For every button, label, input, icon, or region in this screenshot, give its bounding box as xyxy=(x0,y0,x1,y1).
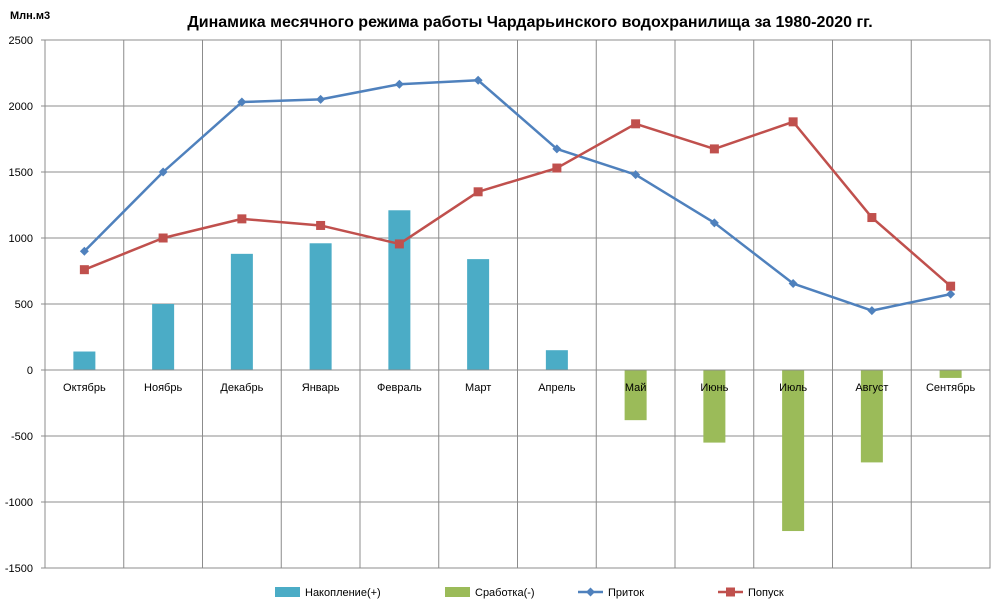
data-point xyxy=(394,239,404,249)
bar xyxy=(860,370,883,463)
data-point xyxy=(237,97,247,107)
bar xyxy=(152,304,175,370)
legend-swatch xyxy=(275,587,300,597)
y-tick-label: 2000 xyxy=(9,101,33,113)
category-label: Август xyxy=(855,382,888,394)
legend-label: Попуск xyxy=(748,587,784,599)
data-point xyxy=(316,94,326,104)
category-label: Март xyxy=(465,382,491,394)
plot-area: 2500 2000 1500 1000 500 0 -500 -1000 -1500 Октябр… xyxy=(5,35,991,575)
y-tick-label: 0 xyxy=(27,365,33,377)
y-tick-label: -1000 xyxy=(5,497,33,509)
data-point xyxy=(709,144,719,154)
y-tick-label: -500 xyxy=(11,431,33,443)
data-point xyxy=(79,265,89,275)
data-point xyxy=(631,119,641,129)
data-point xyxy=(726,587,735,597)
data-point xyxy=(867,306,877,316)
bar xyxy=(624,370,647,421)
data-point xyxy=(158,233,168,243)
data-point xyxy=(867,213,877,223)
data-point xyxy=(316,220,326,230)
data-point xyxy=(79,246,89,256)
legend-swatch xyxy=(445,587,470,597)
bar xyxy=(73,351,96,370)
category-label: Февраль xyxy=(377,382,422,394)
category-label: Сентябрь xyxy=(926,382,976,394)
bar xyxy=(545,350,568,370)
data-point xyxy=(946,281,956,291)
bar xyxy=(230,253,253,370)
series-line xyxy=(83,79,951,312)
category-label: Май xyxy=(625,382,647,394)
category-label: Октябрь xyxy=(63,382,106,394)
data-point xyxy=(788,117,798,127)
bar xyxy=(388,210,411,370)
bar xyxy=(939,370,962,378)
y-tick-label: 500 xyxy=(15,299,33,311)
bar xyxy=(467,259,490,370)
data-point xyxy=(946,289,956,299)
bar xyxy=(782,370,805,532)
data-point xyxy=(552,163,562,173)
legend: Накопление(+) Сработка(-) Приток Попуск xyxy=(275,587,784,599)
chart-title: Динамика месячного режима работы Чардарь… xyxy=(187,14,872,31)
y-tick-label: 1500 xyxy=(9,167,33,179)
y-tick-label: 1000 xyxy=(9,233,33,245)
data-point xyxy=(631,170,641,180)
category-label: Ноябрь xyxy=(144,382,182,394)
data-point xyxy=(473,75,483,85)
legend-label: Накопление(+) xyxy=(305,587,381,599)
data-point xyxy=(586,587,595,597)
data-point xyxy=(552,144,562,154)
y-tick-label: -1500 xyxy=(5,563,33,575)
data-point xyxy=(394,79,404,89)
y-tick-label: 2500 xyxy=(9,35,33,47)
category-label: Декабрь xyxy=(220,382,263,394)
legend-label: Приток xyxy=(608,587,644,599)
data-point xyxy=(709,218,719,228)
category-label: Июнь xyxy=(700,382,728,394)
category-label: Январь xyxy=(302,382,340,394)
series-line xyxy=(83,120,952,288)
data-point xyxy=(158,167,168,177)
category-label: Июль xyxy=(779,382,807,394)
data-point xyxy=(473,187,483,197)
data-point xyxy=(788,279,798,289)
category-label: Апрель xyxy=(538,382,576,394)
bar xyxy=(703,370,726,443)
y-axis-label: Млн.м3 xyxy=(10,10,50,22)
legend-label: Сработка(-) xyxy=(475,587,535,599)
data-point xyxy=(237,214,247,224)
bar xyxy=(309,243,332,370)
